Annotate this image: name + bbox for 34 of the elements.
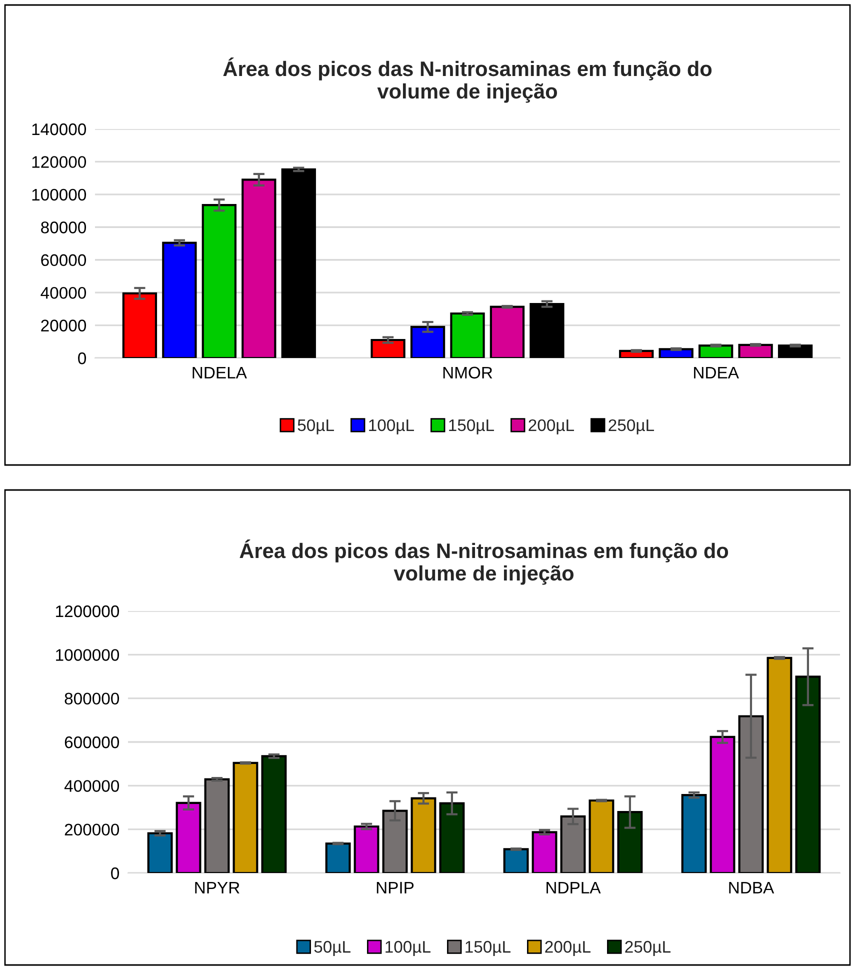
y-tick-label: 140000	[32, 123, 86, 136]
y-tick-label: 100000	[32, 188, 86, 201]
legend-label: 100µL	[369, 419, 414, 434]
y-tick-label: 0	[78, 352, 86, 364]
legend-label: 100µL	[386, 940, 430, 956]
y-tick-label: 1200000	[56, 605, 120, 618]
x-tick-label: NPYR	[195, 882, 240, 894]
y-tick-label: 40000	[40, 286, 86, 299]
legend-label: 50µL	[314, 940, 350, 956]
x-tick-label: NDBA	[729, 882, 774, 894]
y-tick-label: 400000	[64, 780, 120, 792]
y-tick-label: 0	[111, 867, 120, 880]
x-tick-label: NDPLA	[546, 882, 601, 894]
chart-title: Área dos picos das N-nitrosaminas em função do volume de injeção	[223, 58, 712, 103]
legend-label: 150µL	[466, 940, 510, 956]
x-tick-label: NDELA	[192, 366, 247, 378]
y-tick-label: 600000	[64, 736, 120, 748]
y-tick-label: 60000	[41, 254, 86, 266]
legend-label: 150µL	[449, 419, 494, 434]
legend-label: 250µL	[608, 419, 654, 434]
legend-label: 250µL	[625, 940, 671, 956]
y-tick-label: 120000	[32, 156, 86, 168]
legend-label: 200µL	[528, 419, 574, 434]
y-tick-label: 20000	[41, 320, 86, 332]
x-tick-label: NMOR	[443, 366, 492, 379]
y-tick-label: 1000000	[56, 649, 120, 661]
x-tick-label: NPIP	[376, 882, 414, 894]
chart-title: Área dos picos das N-nitrosaminas em função do volume de injeção	[240, 540, 728, 585]
legend-label: 50µL	[298, 419, 334, 434]
y-tick-label: 80000	[41, 222, 86, 234]
legend-label: 200µL	[545, 940, 590, 956]
y-tick-label: 200000	[64, 824, 120, 836]
x-tick-label: NDEA	[694, 366, 739, 378]
y-tick-label: 800000	[64, 692, 120, 705]
